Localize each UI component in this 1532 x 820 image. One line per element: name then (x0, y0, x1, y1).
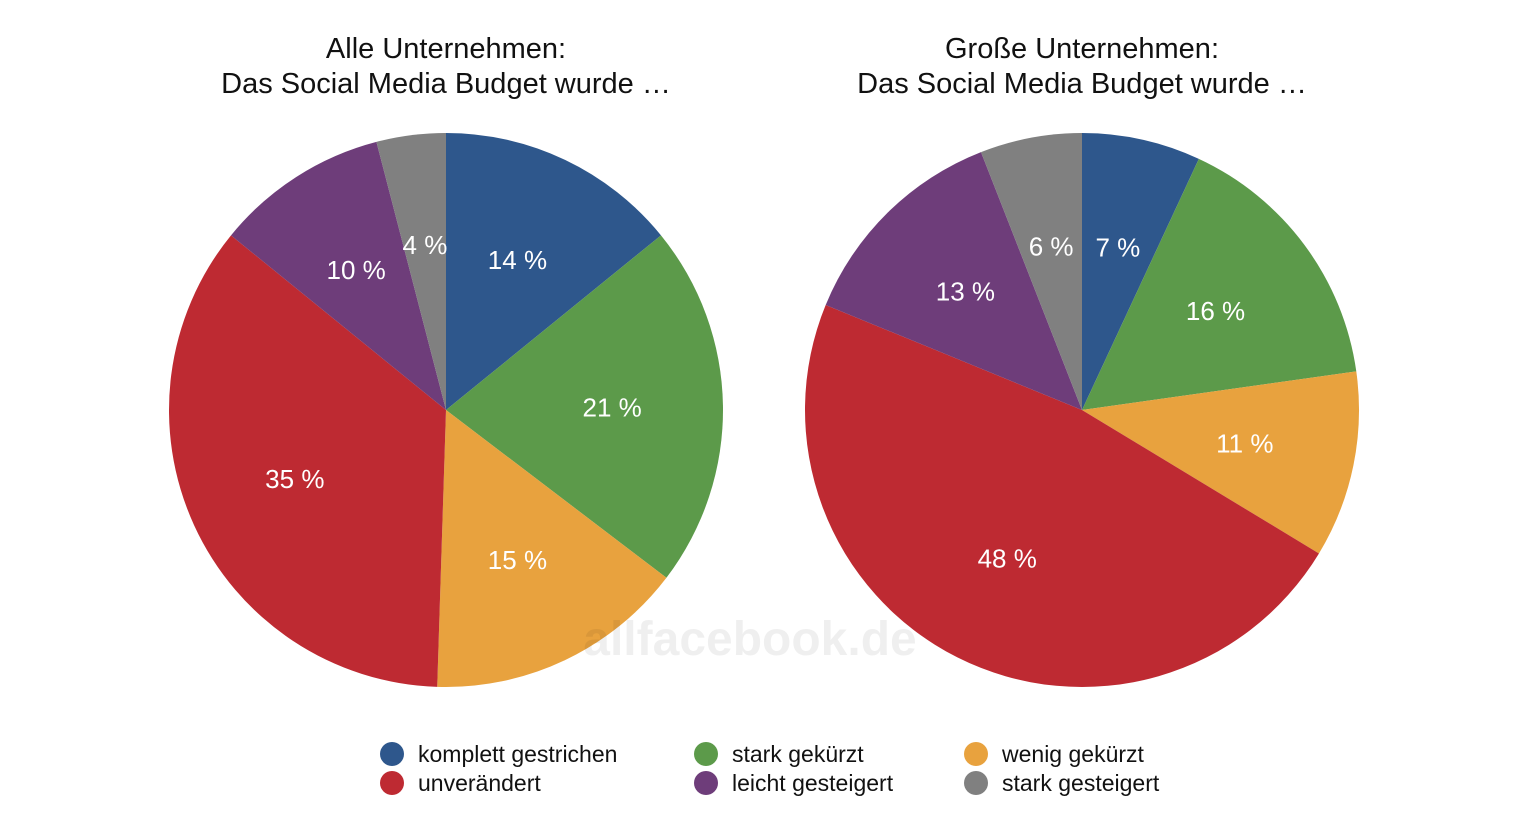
pie-slice-unveraendert (169, 235, 446, 687)
pie-chart-large-companies: 7 % 16 % 11 % 48 % 13 % 6 % (804, 133, 1359, 688)
legend-item-wenig-gekuerzt: wenig gekürzt (964, 740, 1144, 768)
slice-label-komplett-gestrichen: 14 % (488, 245, 547, 275)
pie-chart-all-companies: 14 % 21 % 15 % 35 % 10 % 4 % (169, 133, 723, 687)
legend-swatch (964, 771, 988, 795)
slice-label-unveraendert: 48 % (978, 543, 1037, 573)
legend-label: leicht gesteigert (732, 769, 894, 796)
pie-slice-stark-gesteigert (980, 133, 1082, 410)
legend: komplett gestrichen stark gekürzt wenig … (380, 740, 1200, 804)
legend-swatch (694, 771, 718, 795)
pie-slice-leicht-gesteigert (825, 152, 1082, 410)
chart-title-large-companies: Große Unternehmen: Das Social Media Budg… (762, 32, 1402, 102)
chart-title-line-2: Das Social Media Budget wurde … (221, 68, 671, 100)
slice-label-stark-gesteigert: 6 % (1029, 232, 1074, 262)
pie-slice-wenig-gekuerzt (437, 410, 667, 687)
legend-swatch (380, 771, 404, 795)
legend-item-stark-gesteigert: stark gesteigert (964, 769, 1159, 797)
slice-label-stark-gekuerzt: 21 % (583, 392, 642, 422)
legend-item-stark-gekuerzt: stark gekürzt (694, 740, 864, 768)
legend-swatch (380, 742, 404, 766)
legend-item-komplett-gestrichen: komplett gestrichen (380, 740, 617, 768)
legend-label: wenig gekürzt (1002, 740, 1144, 767)
slice-label-wenig-gekuerzt: 11 % (1216, 428, 1273, 458)
slice-label-leicht-gesteigert: 10 % (327, 255, 386, 285)
slice-label-komplett-gestrichen: 7 % (1095, 233, 1140, 263)
chart-title-line-1: Große Unternehmen: (944, 33, 1219, 65)
legend-label: komplett gestrichen (418, 740, 618, 767)
chart-title-all-companies: Alle Unternehmen: Das Social Media Budge… (126, 32, 766, 102)
slice-label-wenig-gekuerzt: 15 % (488, 545, 547, 575)
pie-slice-stark-gesteigert (376, 133, 446, 410)
legend-item-unveraendert: unverändert (380, 769, 541, 797)
chart-title-line-1: Alle Unternehmen: (325, 33, 567, 65)
slice-label-stark-gesteigert: 4 % (403, 230, 448, 260)
chart-title-line-2: Das Social Media Budget wurde … (857, 68, 1307, 100)
slice-label-unveraendert: 35 % (265, 464, 324, 494)
legend-label: stark gekürzt (732, 740, 864, 767)
pie-slice-leicht-gesteigert (231, 141, 446, 410)
pie-slice-stark-gekuerzt (1082, 158, 1357, 410)
pie-slice-wenig-gekuerzt (1082, 371, 1359, 554)
legend-label: unverändert (418, 769, 541, 796)
pie-slice-komplett-gestrichen (446, 133, 661, 410)
pie-slice-stark-gekuerzt (446, 235, 723, 578)
watermark: allfacebook.de (583, 613, 917, 666)
legend-item-leicht-gesteigert: leicht gesteigert (694, 769, 893, 797)
pie-slice-komplett-gestrichen (1082, 133, 1199, 410)
slice-label-leicht-gesteigert: 13 % (936, 277, 995, 307)
legend-label: stark gesteigert (1002, 769, 1160, 796)
legend-swatch (694, 742, 718, 766)
slice-label-stark-gekuerzt: 16 % (1186, 296, 1245, 326)
legend-swatch (964, 742, 988, 766)
pie-slice-unveraendert (804, 304, 1319, 688)
